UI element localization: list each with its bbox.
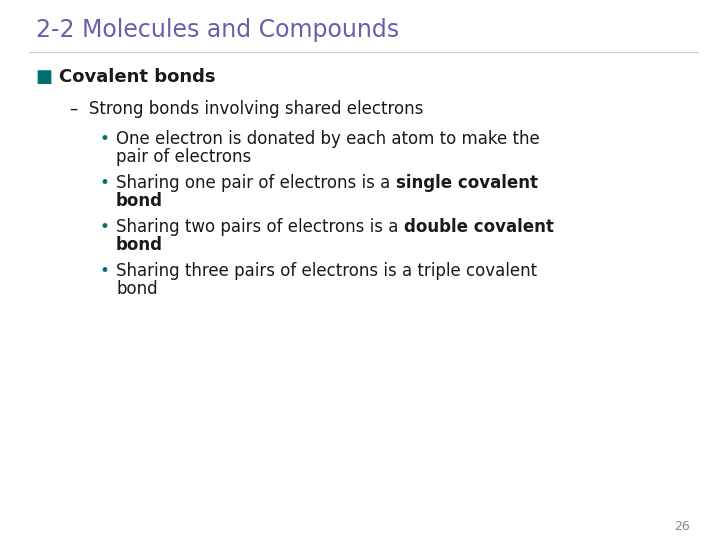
Text: Sharing three pairs of electrons is a triple covalent: Sharing three pairs of electrons is a tr… xyxy=(116,262,537,280)
Text: Covalent bonds: Covalent bonds xyxy=(59,68,216,86)
Text: •: • xyxy=(100,130,110,148)
Text: •: • xyxy=(100,218,110,236)
Text: –  Strong bonds involving shared electrons: – Strong bonds involving shared electron… xyxy=(70,100,423,118)
Text: 2-2 Molecules and Compounds: 2-2 Molecules and Compounds xyxy=(36,18,399,42)
Text: Sharing two pairs of electrons is a: Sharing two pairs of electrons is a xyxy=(116,218,404,236)
Text: Sharing one pair of electrons is a: Sharing one pair of electrons is a xyxy=(116,174,395,192)
Text: One electron is donated by each atom to make the: One electron is donated by each atom to … xyxy=(116,130,540,148)
Text: •: • xyxy=(100,262,110,280)
Text: •: • xyxy=(100,174,110,192)
Text: ■: ■ xyxy=(36,68,59,86)
Text: 26: 26 xyxy=(674,520,690,533)
Text: bond: bond xyxy=(116,192,163,210)
Text: double covalent: double covalent xyxy=(404,218,554,236)
Text: bond: bond xyxy=(116,236,163,254)
Text: single covalent: single covalent xyxy=(395,174,538,192)
Text: pair of electrons: pair of electrons xyxy=(116,148,251,166)
Text: bond: bond xyxy=(116,280,158,298)
